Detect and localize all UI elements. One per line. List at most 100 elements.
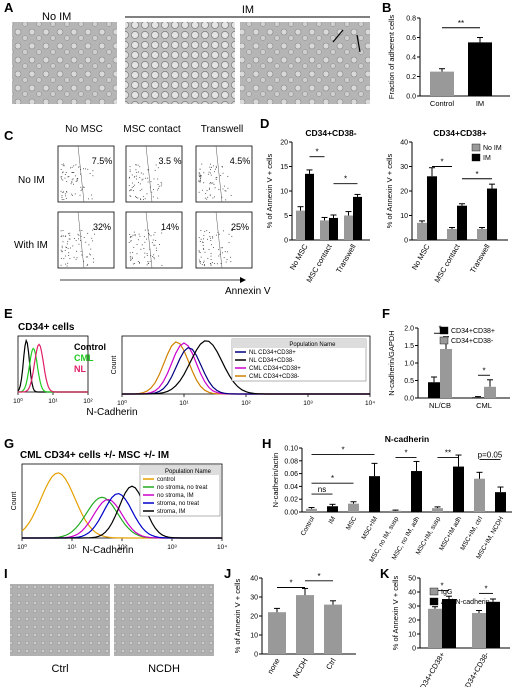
annexin-label: Annexin V [225,286,271,297]
event-dot [88,244,90,246]
event-dot [129,171,131,173]
panel-e-title: CD34+ cells [18,322,75,333]
event-dot [202,244,204,246]
event-dot [153,254,155,256]
panel-g: G CML CD34+ cells +/- MSC +/- IM 10⁰ 10¹ 1… [4,436,227,556]
event-dot [209,163,211,165]
event-dot [204,265,206,267]
y-tick-label: 50 [408,576,416,583]
event-dot [222,172,224,174]
event-dot [62,179,64,181]
event-dot [85,256,87,258]
event-dot [131,256,133,258]
event-dot [142,196,144,198]
x-tick-label: MSC contact [432,242,462,284]
event-dot [228,233,230,235]
event-dot [227,175,229,177]
event-dot [60,190,62,192]
event-dot [61,196,63,198]
event-dot [215,177,217,179]
event-dot [71,193,73,195]
event-dot [147,169,149,171]
y-axis-label: % of Annexin V + cells [233,579,242,654]
event-dot [129,257,131,259]
event-dot [147,229,149,231]
y-tick-label: 40 [400,140,408,147]
event-dot [91,237,93,239]
event-dot [60,264,62,266]
event-dot [129,252,131,254]
event-dot [132,234,134,236]
event-dot [203,264,205,266]
event-dot [73,171,75,173]
arrow-2 [356,34,361,53]
event-dot [131,187,133,189]
event-dot [69,234,71,236]
event-dot [65,191,67,193]
event-dot [202,262,204,264]
event-dot [128,241,130,243]
event-dot [71,166,73,168]
panel-a-label-noim: No IM [42,11,71,23]
event-dot [135,169,137,171]
event-dot [225,199,227,201]
event-dot [68,233,70,235]
event-dot [132,190,134,192]
event-dot [65,235,67,237]
event-dot [70,247,72,249]
event-dot [225,261,227,263]
bar [495,492,506,512]
y-axis-label: % of Annexin V + cells [391,576,400,651]
x-tick-label: 10³ [167,544,177,551]
event-dot [138,262,140,264]
x-tick-label: 10¹ [67,544,77,551]
x-tick-label: Control [430,99,455,108]
histogram-curve [122,340,370,395]
event-dot [81,188,83,190]
bar [369,476,380,512]
event-dot [83,186,85,188]
event-dot [161,264,163,266]
event-dot [68,252,70,254]
col-label-no-msc: No MSC [65,124,103,135]
event-dot [210,255,212,257]
row-label-no-im: No IM [18,175,45,186]
annexin-arrow-head [240,277,246,283]
event-dot [83,237,85,239]
y-axis-label: % of Annexin V + cells [265,154,274,229]
panel-e-xlabel: N-Cadherin [86,407,137,418]
event-dot [198,181,200,183]
event-dot [86,264,88,266]
y-tick-label: 2.0 [404,326,414,333]
event-dot [78,234,80,236]
event-dot [62,192,64,194]
x-tick-label: IM [476,99,484,108]
legend-swatch [471,143,481,152]
event-dot [70,167,72,169]
event-dot [69,232,71,234]
event-dot [213,196,215,198]
event-dot [221,166,223,168]
event-dot [231,235,233,237]
event-dot [134,176,136,178]
event-dot [209,194,211,196]
event-dot [216,176,218,178]
event-dot [138,261,140,263]
event-dot [134,196,136,198]
event-dot [146,238,148,240]
bar [442,599,456,648]
event-dot [62,172,64,174]
chart-h: H 0.00 0.02 0.04 0.06 0.08 0.10 N-cadherin/act… [262,434,512,564]
bar [427,176,437,240]
event-dot [61,195,63,197]
event-dot [92,170,94,172]
y-tick-label: 20 [408,618,416,625]
x-tick-label: 10⁴ [365,400,375,407]
bar [411,471,422,512]
event-dot [210,264,212,266]
event-dot [65,255,67,257]
event-dot [139,183,141,185]
event-dot [209,235,211,237]
event-dot [217,232,219,234]
event-dot [199,181,201,183]
